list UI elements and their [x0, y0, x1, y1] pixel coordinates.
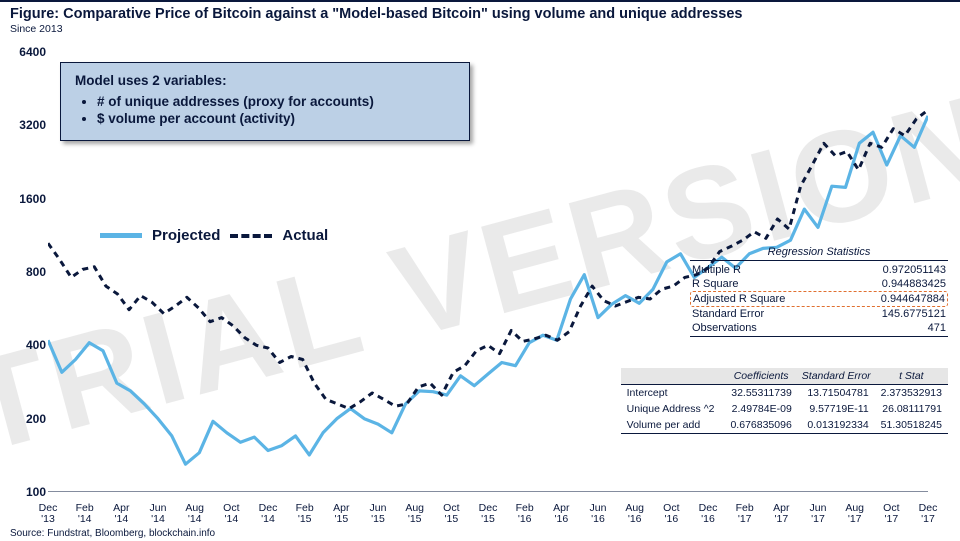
- coef-t: 26.08111791: [875, 401, 948, 417]
- coef-se: 0.013192334: [798, 417, 875, 434]
- x-tick-label: Apr'17: [773, 503, 789, 525]
- y-axis: 100200400800160032006400: [10, 52, 46, 492]
- stats-label: Standard Error: [692, 308, 764, 320]
- table-header-row: Coefficients Standard Error t Stat: [621, 368, 948, 385]
- stats-label: Adjusted R Square: [693, 293, 785, 305]
- info-box-heading: Model uses 2 variables:: [75, 73, 455, 88]
- coef-value: 0.676835096: [724, 417, 797, 434]
- table-row: Volume per add0.6768350960.01319233451.3…: [621, 417, 948, 434]
- x-tick-label: Dec'14: [259, 503, 278, 525]
- stats-value: 0.944647884: [881, 293, 945, 305]
- stats-row: Multiple R 0.972051143: [690, 263, 948, 277]
- legend: Projected Actual: [100, 227, 328, 244]
- figure-title: Figure: Comparative Price of Bitcoin aga…: [10, 6, 742, 22]
- regression-stats-table: Regression Statistics Multiple R 0.972051…: [690, 246, 948, 337]
- legend-label-actual: Actual: [282, 227, 328, 244]
- x-tick-label: Dec'16: [699, 503, 718, 525]
- stats-label: Observations: [692, 322, 757, 334]
- stats-row: R Square 0.944883425: [690, 277, 948, 291]
- coef-t: 2.373532913: [875, 385, 948, 402]
- x-tick-label: Jun'14: [150, 503, 167, 525]
- x-tick-label: Apr'16: [553, 503, 569, 525]
- x-tick-label: Aug'16: [625, 503, 644, 525]
- legend-swatch-projected: [100, 233, 142, 238]
- x-tick-label: Oct'16: [663, 503, 679, 525]
- coef-t: 51.30518245: [875, 417, 948, 434]
- y-tick-label: 200: [26, 412, 46, 426]
- table-row: Unique Address ^22.49784E-099.57719E-112…: [621, 401, 948, 417]
- coefficients-table: Coefficients Standard Error t Stat Inter…: [621, 368, 948, 434]
- title-block: Figure: Comparative Price of Bitcoin aga…: [10, 6, 742, 35]
- x-tick-label: Oct'15: [443, 503, 459, 525]
- x-tick-label: Feb'17: [736, 503, 754, 525]
- x-tick-label: Dec'17: [919, 503, 938, 525]
- stats-row: Standard Error 145.6775121: [690, 307, 948, 321]
- coef-header: Coefficients: [724, 368, 797, 385]
- coef-header: Standard Error: [798, 368, 875, 385]
- stats-value: 471: [928, 322, 946, 334]
- x-tick-label: Dec'13: [39, 503, 58, 525]
- legend-label-projected: Projected: [152, 227, 220, 244]
- stats-value: 145.6775121: [882, 308, 946, 320]
- y-tick-label: 400: [26, 338, 46, 352]
- model-info-box: Model uses 2 variables: # of unique addr…: [60, 62, 470, 141]
- y-tick-label: 6400: [19, 45, 46, 59]
- y-tick-label: 800: [26, 265, 46, 279]
- x-tick-label: Apr'14: [113, 503, 129, 525]
- x-tick-label: Jun'17: [810, 503, 827, 525]
- x-tick-label: Aug'14: [185, 503, 204, 525]
- stats-row: Adjusted R Square 0.944647884: [690, 291, 948, 307]
- y-tick-label: 1600: [19, 192, 46, 206]
- info-box-bullet: # of unique addresses (proxy for account…: [97, 94, 455, 109]
- legend-swatch-actual: [230, 234, 272, 238]
- stats-label: Multiple R: [692, 264, 741, 276]
- x-tick-label: Jun'15: [370, 503, 387, 525]
- figure-page: TRIAL VERSION Figure: Comparative Price …: [0, 0, 960, 541]
- coef-row-label: Intercept: [621, 385, 725, 402]
- source-text: Source: Fundstrat, Bloomberg, blockchain…: [10, 528, 215, 539]
- stats-value: 0.944883425: [882, 278, 946, 290]
- x-tick-label: Dec'15: [479, 503, 498, 525]
- x-tick-label: Oct'17: [883, 503, 899, 525]
- x-tick-label: Aug'17: [845, 503, 864, 525]
- info-box-bullet: $ volume per account (activity): [97, 111, 455, 126]
- x-tick-label: Apr'15: [333, 503, 349, 525]
- stats-value: 0.972051143: [883, 264, 946, 276]
- stats-label: R Square: [692, 278, 738, 290]
- coef-header: t Stat: [875, 368, 948, 385]
- coef-header-empty: [621, 368, 725, 385]
- x-tick-label: Feb'14: [76, 503, 94, 525]
- coef-row-label: Volume per add: [621, 417, 725, 434]
- x-tick-label: Oct'14: [223, 503, 239, 525]
- x-tick-label: Feb'15: [296, 503, 314, 525]
- x-tick-label: Aug'15: [405, 503, 424, 525]
- coef-value: 32.55311739: [724, 385, 797, 402]
- y-tick-label: 100: [26, 485, 46, 499]
- info-box-list: # of unique addresses (proxy for account…: [75, 94, 455, 126]
- y-tick-label: 3200: [19, 118, 46, 132]
- coef-se: 9.57719E-11: [798, 401, 875, 417]
- regression-stats-header: Regression Statistics: [690, 246, 948, 261]
- x-tick-label: Feb'16: [516, 503, 534, 525]
- figure-subtitle: Since 2013: [10, 23, 742, 35]
- table-row: Intercept32.5531173913.715047812.3735329…: [621, 385, 948, 402]
- coef-value: 2.49784E-09: [724, 401, 797, 417]
- coef-se: 13.71504781: [798, 385, 875, 402]
- coef-row-label: Unique Address ^2: [621, 401, 725, 417]
- stats-row: Observations 471: [690, 321, 948, 337]
- x-tick-label: Jun'16: [590, 503, 607, 525]
